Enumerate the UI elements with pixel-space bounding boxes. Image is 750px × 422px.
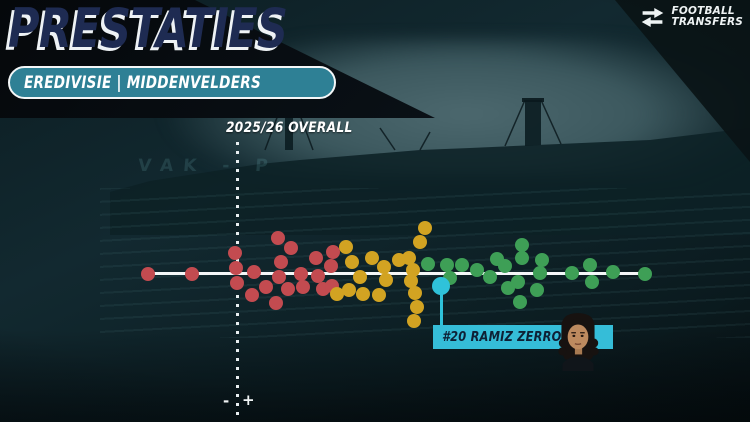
rating-axis-line [146, 271, 648, 275]
player-dot [511, 275, 525, 289]
player-dot [339, 240, 353, 254]
player-dot [185, 267, 199, 281]
player-dot [410, 300, 424, 314]
player-dot [515, 251, 529, 265]
player-dot [406, 263, 420, 277]
player-dot [515, 238, 529, 252]
player-dot [296, 280, 310, 294]
player-dot [309, 251, 323, 265]
negative-direction-label: - [223, 392, 230, 410]
subtitle-badge: EREDIVISIE | MIDDENVELDERS [8, 66, 337, 99]
subtitle-badge-label: EREDIVISIE | MIDDENVELDERS [24, 72, 261, 93]
player-dot [408, 286, 422, 300]
player-dot [324, 259, 338, 273]
player-dot [513, 295, 527, 309]
player-dot [530, 283, 544, 297]
player-dot [245, 288, 259, 302]
positive-direction-label: + [242, 391, 255, 409]
player-dot [585, 275, 599, 289]
player-dot [311, 269, 325, 283]
player-dot [377, 260, 391, 274]
player-dot [379, 273, 393, 287]
player-dot [271, 231, 285, 245]
player-dot [141, 267, 155, 281]
highlighted-player-name: #20 RAMIZ ZERROUKI [442, 329, 585, 345]
player-dot [274, 255, 288, 269]
player-dot [535, 253, 549, 267]
player-dot [229, 261, 243, 275]
player-dot [455, 258, 469, 272]
player-dot [284, 241, 298, 255]
player-dot [498, 259, 512, 273]
player-photo [558, 313, 599, 371]
player-dot [345, 255, 359, 269]
player-dot [404, 274, 418, 288]
player-dot [440, 258, 454, 272]
player-dot [421, 257, 435, 271]
player-dot [418, 221, 432, 235]
chart-title: 2025/26 OVERALL [226, 120, 353, 136]
player-dot [583, 258, 597, 272]
brand-wordmark: FOOTBALL TRANSFERS [671, 5, 743, 29]
player-dot [413, 235, 427, 249]
callout-stem [439, 293, 443, 325]
player-dot [365, 251, 379, 265]
player-dot [638, 267, 652, 281]
player-dot [230, 276, 244, 290]
player-dot [281, 282, 295, 296]
highlighted-player-dot [432, 277, 450, 295]
brand-line-1: FOOTBALL [671, 5, 735, 17]
player-dot [247, 265, 261, 279]
player-dot [470, 263, 484, 277]
player-dot [326, 245, 340, 259]
transfer-arrows-icon [642, 7, 664, 27]
player-dot [606, 265, 620, 279]
player-dot [356, 287, 370, 301]
player-dot [483, 270, 497, 284]
player-dot [330, 287, 344, 301]
player-dot [294, 267, 308, 281]
player-dot [533, 266, 547, 280]
player-dot [272, 270, 286, 284]
player-dot [342, 283, 356, 297]
brand-line-2: TRANSFERS [671, 16, 743, 29]
player-dot [565, 266, 579, 280]
player-dot [407, 314, 421, 328]
player-dot [372, 288, 386, 302]
footballtransfers-logo: FOOTBALL TRANSFERS [639, 5, 743, 29]
player-dot [228, 246, 242, 260]
player-dot [353, 270, 367, 284]
player-dot [259, 280, 273, 294]
page-title: PRESTATIES [8, 0, 288, 60]
player-dot [269, 296, 283, 310]
player-dot [402, 251, 416, 265]
